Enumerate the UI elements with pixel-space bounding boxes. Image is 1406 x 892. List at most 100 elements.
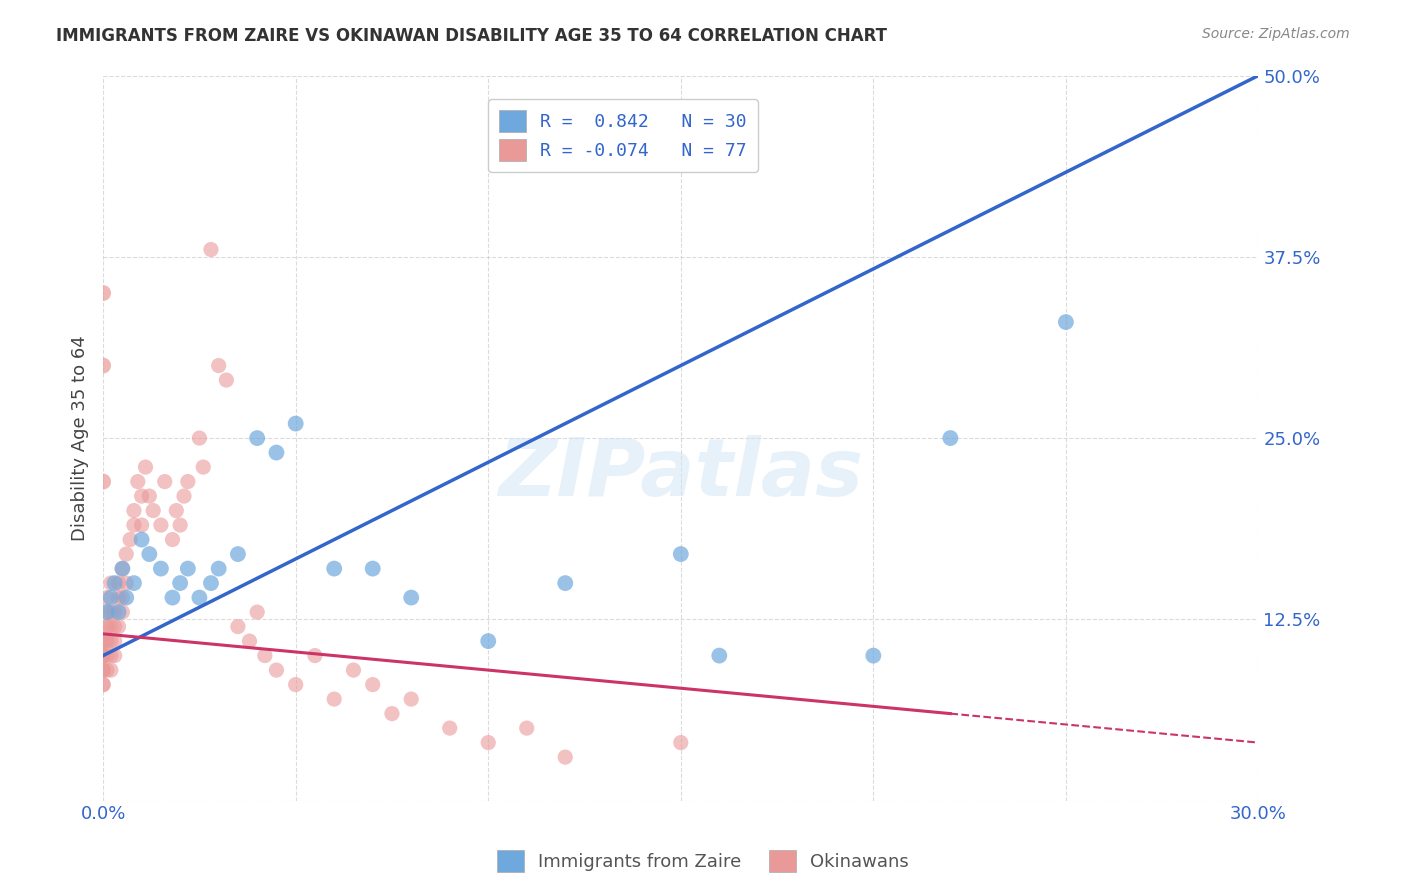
Point bbox=[226, 547, 249, 561]
Point bbox=[120, 533, 142, 547]
Point bbox=[149, 561, 172, 575]
Point bbox=[104, 576, 127, 591]
Point bbox=[96, 663, 118, 677]
Point bbox=[208, 561, 231, 575]
Point bbox=[107, 576, 129, 591]
Point bbox=[323, 692, 346, 706]
Point bbox=[111, 561, 134, 575]
Point bbox=[100, 605, 122, 619]
Point bbox=[100, 648, 122, 663]
Point bbox=[107, 591, 129, 605]
Text: ZIPatlas: ZIPatlas bbox=[498, 435, 863, 513]
Point bbox=[477, 736, 499, 750]
Point bbox=[100, 619, 122, 633]
Point bbox=[100, 576, 122, 591]
Point bbox=[96, 619, 118, 633]
Point bbox=[173, 489, 195, 503]
Point bbox=[96, 619, 118, 633]
Point bbox=[104, 634, 127, 648]
Point bbox=[91, 648, 114, 663]
Point bbox=[96, 605, 118, 619]
Point bbox=[91, 663, 114, 677]
Point bbox=[162, 533, 184, 547]
Point bbox=[96, 648, 118, 663]
Point bbox=[104, 648, 127, 663]
Text: IMMIGRANTS FROM ZAIRE VS OKINAWAN DISABILITY AGE 35 TO 64 CORRELATION CHART: IMMIGRANTS FROM ZAIRE VS OKINAWAN DISABI… bbox=[56, 27, 887, 45]
Point bbox=[200, 243, 222, 257]
Point bbox=[323, 561, 346, 575]
Point bbox=[107, 619, 129, 633]
Point bbox=[115, 591, 138, 605]
Point bbox=[138, 489, 160, 503]
Point bbox=[91, 648, 114, 663]
Point bbox=[399, 692, 422, 706]
Point bbox=[215, 373, 238, 387]
Point bbox=[111, 605, 134, 619]
Point bbox=[253, 648, 276, 663]
Point bbox=[669, 547, 692, 561]
Point bbox=[96, 634, 118, 648]
Point bbox=[169, 518, 191, 533]
Point bbox=[554, 576, 576, 591]
Point bbox=[477, 634, 499, 648]
Point bbox=[91, 677, 114, 691]
Text: Source: ZipAtlas.com: Source: ZipAtlas.com bbox=[1202, 27, 1350, 41]
Point bbox=[246, 605, 269, 619]
Point bbox=[131, 533, 153, 547]
Y-axis label: Disability Age 35 to 64: Disability Age 35 to 64 bbox=[72, 335, 89, 541]
Point bbox=[165, 503, 187, 517]
Point bbox=[131, 489, 153, 503]
Point bbox=[381, 706, 404, 721]
Point bbox=[188, 431, 211, 445]
Point bbox=[304, 648, 326, 663]
Point bbox=[193, 460, 215, 475]
Point bbox=[939, 431, 962, 445]
Point bbox=[153, 475, 176, 489]
Point bbox=[104, 605, 127, 619]
Point bbox=[100, 634, 122, 648]
Point bbox=[1054, 315, 1077, 329]
Point bbox=[91, 648, 114, 663]
Point bbox=[226, 619, 249, 633]
Point bbox=[138, 547, 160, 561]
Point bbox=[91, 663, 114, 677]
Point bbox=[342, 663, 364, 677]
Point bbox=[115, 547, 138, 561]
Point bbox=[122, 518, 145, 533]
Point bbox=[122, 503, 145, 517]
Point bbox=[91, 677, 114, 691]
Point bbox=[91, 648, 114, 663]
Point bbox=[111, 561, 134, 575]
Point bbox=[149, 518, 172, 533]
Point bbox=[104, 619, 127, 633]
Point bbox=[516, 721, 538, 735]
Point bbox=[709, 648, 731, 663]
Legend: Immigrants from Zaire, Okinawans: Immigrants from Zaire, Okinawans bbox=[486, 839, 920, 883]
Point bbox=[284, 417, 307, 431]
Point bbox=[91, 648, 114, 663]
Point bbox=[266, 445, 288, 459]
Point bbox=[439, 721, 461, 735]
Point bbox=[134, 460, 156, 475]
Point bbox=[100, 663, 122, 677]
Point bbox=[122, 576, 145, 591]
Point bbox=[107, 605, 129, 619]
Point bbox=[361, 561, 384, 575]
Legend: R =  0.842   N = 30, R = -0.074   N = 77: R = 0.842 N = 30, R = -0.074 N = 77 bbox=[488, 99, 758, 172]
Point bbox=[96, 634, 118, 648]
Point bbox=[115, 576, 138, 591]
Point bbox=[266, 663, 288, 677]
Point bbox=[862, 648, 884, 663]
Point bbox=[177, 475, 200, 489]
Point bbox=[91, 634, 114, 648]
Point bbox=[91, 663, 114, 677]
Point bbox=[91, 634, 114, 648]
Point bbox=[162, 591, 184, 605]
Point bbox=[238, 634, 260, 648]
Point bbox=[208, 359, 231, 373]
Point bbox=[361, 677, 384, 691]
Point bbox=[246, 431, 269, 445]
Point bbox=[91, 286, 114, 301]
Point bbox=[100, 591, 122, 605]
Point bbox=[188, 591, 211, 605]
